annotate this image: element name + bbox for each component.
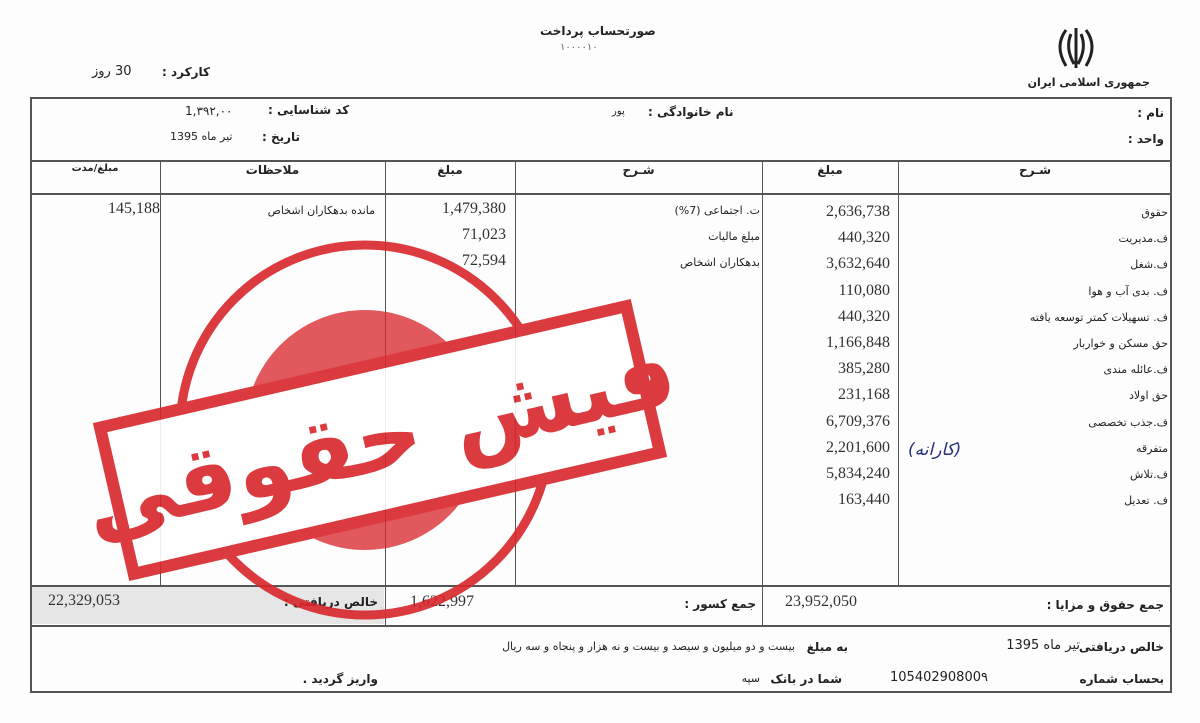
account-label: بحساب شماره — [1079, 672, 1164, 686]
date-label: تاریخ : — [262, 130, 301, 144]
col-ded-desc: شـرح — [622, 163, 655, 177]
earning-amount: 6,709,376 — [826, 412, 890, 430]
amount-label: به مبلغ — [806, 640, 848, 654]
divider — [30, 625, 1172, 627]
earning-amount: 110,080 — [838, 281, 890, 299]
total-deductions-value: 1,622,997 — [410, 593, 474, 610]
total-earnings-label: جمع حقوق و مزایا : — [1046, 598, 1164, 612]
earning-amount: 2,201,600 — [826, 438, 890, 456]
ded-amount: 71,023 — [462, 226, 506, 243]
id-label: کد شناسایی : — [268, 103, 350, 117]
account-number: 10540290800۹ — [890, 670, 988, 685]
earning-label: ف.مدیریت — [1118, 232, 1168, 246]
ded-amount: 1,479,380 — [442, 200, 506, 217]
earning-label: حق مسکن و خواربار — [1073, 337, 1168, 350]
earning-amount: 3,632,640 — [826, 255, 890, 273]
unit-label: واحد : — [1127, 132, 1164, 146]
col-earn-amount: مبلغ — [817, 163, 843, 177]
footer-net-label: خالص دریافتی — [1078, 640, 1164, 654]
col-notes: ملاحظات — [245, 163, 300, 177]
work-days-label: کارکرد : — [162, 65, 210, 79]
earning-amount: 440,320 — [838, 229, 890, 247]
deposited-text: واریز گردید . — [302, 672, 378, 686]
col-earn-desc: شـرح — [1018, 163, 1051, 177]
earning-label: ف. تسهیلات کمتر توسعه یافته — [1029, 310, 1168, 324]
earning-label: حق اولاد — [1128, 389, 1168, 403]
ded-label: مبلغ مالیات — [708, 230, 760, 243]
work-days-value: 30 روز — [92, 64, 132, 79]
divider — [762, 160, 763, 625]
divider — [30, 193, 1172, 195]
emblem-caption: جمهوری اسلامی ایران — [1027, 76, 1150, 89]
divider — [30, 585, 1172, 587]
col-ded-amount: مبلغ — [437, 163, 463, 177]
ded-label: ت. اجتماعی (7%) — [674, 204, 760, 217]
divider — [515, 160, 516, 585]
col-balance: مبلغ/مدت — [71, 163, 119, 174]
earning-label: ف.شغل — [1130, 258, 1168, 272]
bank-name: سپه — [741, 672, 760, 685]
earning-label: حقوق — [1141, 206, 1168, 219]
earning-amount: 231,168 — [838, 386, 890, 404]
bank-label: شما در بانک — [770, 672, 842, 686]
total-deductions-label: جمع کسور : — [684, 597, 756, 611]
family-name-value: پور — [612, 106, 625, 117]
earning-label: متفرقه — [1135, 441, 1168, 455]
earning-amount: 385,280 — [838, 360, 890, 378]
family-name-label: نام خانوادگی : — [648, 105, 734, 119]
handwritten-note: (کارانه) — [908, 440, 962, 460]
footer-month: تیر ماه 1395 — [1006, 638, 1080, 653]
payslip-table — [30, 97, 1172, 693]
earning-amount: 440,320 — [838, 307, 890, 325]
earning-label: ف. بدی آب و هوا — [1088, 284, 1168, 298]
earning-label: ف.تلاش — [1130, 468, 1168, 481]
divider — [30, 160, 1172, 162]
earning-label: ف.جذب تخصصی — [1088, 415, 1168, 429]
total-earnings-value: 23,952,050 — [785, 593, 857, 610]
date-value: تیر ماه 1395 — [170, 130, 233, 143]
earning-amount: 2,636,738 — [826, 203, 890, 220]
document-title: صورتحساب پرداخت — [540, 24, 656, 38]
ded-label: بدهکاران اشخاص — [679, 256, 760, 269]
amount-words: بیست و دو میلیون و سیصد و بیست و نه هزار… — [502, 640, 795, 653]
divider — [160, 160, 161, 585]
ded-amount: 72,594 — [462, 252, 506, 269]
emblem-icon — [1048, 24, 1104, 74]
document-subtitle: ۱۰۰۰۰۱۰ — [560, 42, 598, 53]
net-value: 22,329,053 — [48, 592, 120, 609]
note-balance: 145,188 — [108, 200, 160, 217]
earning-label: ف.عائله مندی — [1103, 363, 1168, 377]
id-value: 1,۳۹۲,۰۰ — [185, 104, 233, 118]
earning-label: ف. تعدیل — [1124, 494, 1168, 508]
name-label: نام : — [1137, 106, 1164, 120]
earning-amount: 1,166,848 — [826, 334, 890, 351]
note-text: مانده بدهکاران اشخاص — [267, 204, 375, 217]
net-label: خالص دریافتی : — [283, 595, 378, 609]
earning-amount: 5,834,240 — [826, 465, 890, 482]
earning-amount: 163,440 — [838, 491, 890, 509]
divider — [385, 160, 386, 625]
divider — [898, 160, 899, 585]
